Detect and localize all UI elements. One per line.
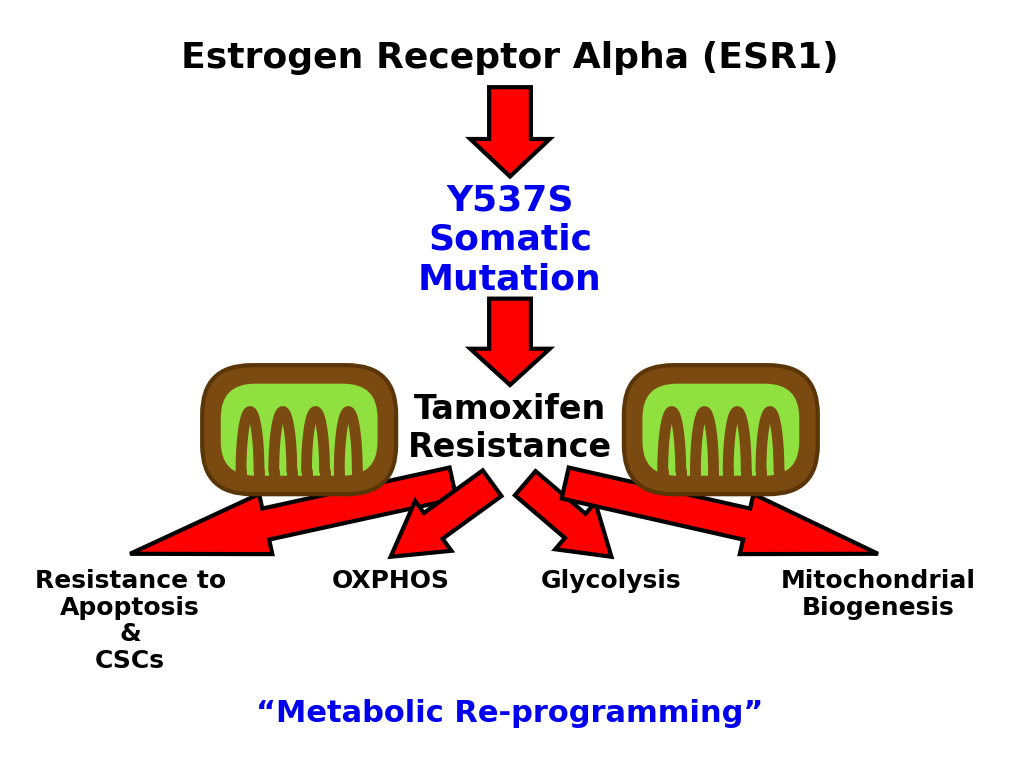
Text: Estrogen Receptor Alpha (ESR1): Estrogen Receptor Alpha (ESR1) — [181, 40, 838, 74]
Polygon shape — [390, 470, 501, 557]
Text: Tamoxifen
Resistance: Tamoxifen Resistance — [408, 393, 611, 464]
Text: OXPHOS: OXPHOS — [331, 569, 449, 593]
FancyBboxPatch shape — [202, 365, 395, 494]
Polygon shape — [130, 468, 455, 554]
Text: “Metabolic Re-programming”: “Metabolic Re-programming” — [256, 699, 763, 727]
Text: Resistance to
Apoptosis
&
CSCs: Resistance to Apoptosis & CSCs — [35, 569, 225, 673]
Text: Y537S
Somatic
Mutation: Y537S Somatic Mutation — [418, 183, 601, 296]
Polygon shape — [561, 468, 877, 554]
FancyBboxPatch shape — [624, 365, 817, 494]
Text: Mitochondrial
Biogenesis: Mitochondrial Biogenesis — [780, 569, 974, 619]
Text: Glycolysis: Glycolysis — [541, 569, 681, 593]
FancyBboxPatch shape — [219, 382, 379, 478]
Polygon shape — [470, 298, 549, 385]
Polygon shape — [470, 87, 549, 176]
FancyBboxPatch shape — [640, 382, 800, 478]
Polygon shape — [515, 471, 610, 557]
